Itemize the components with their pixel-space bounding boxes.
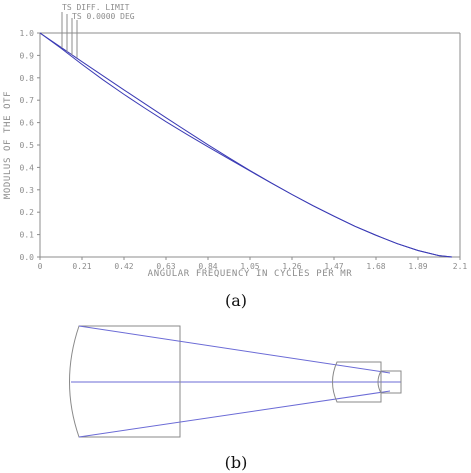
x-tick-label: 1.47 bbox=[324, 262, 343, 271]
x-tick-label: 0.63 bbox=[156, 262, 175, 271]
x-tick-label: 1.26 bbox=[282, 262, 301, 271]
series-line-0-deg bbox=[39, 32, 453, 258]
y-tick-label: 0.1 bbox=[20, 231, 35, 240]
marginal-ray-lower bbox=[78, 390, 391, 438]
optical-layout-diagram bbox=[69, 325, 402, 438]
secondary-lens bbox=[332, 361, 382, 403]
y-tick-label: 0.2 bbox=[20, 208, 35, 217]
x-ticks: 0 0.21 0.42 0.63 0.84 1.05 1.26 1.47 1.68 1.89 2.1 bbox=[38, 257, 468, 271]
y-tick-label: 1.0 bbox=[20, 29, 35, 38]
caption-a: (a) bbox=[225, 291, 247, 310]
series-line-diff-limit bbox=[39, 32, 453, 258]
y-ticks: 0.0 0.1 0.2 0.3 0.4 0.5 0.6 0.7 0.8 0.9 1.0 bbox=[20, 29, 40, 262]
y-tick-label: 0.9 bbox=[20, 51, 35, 60]
mtf-chart: 0.00.10.20.30.40.50.60.70.80.91.0 0 0.21 0… bbox=[3, 3, 467, 279]
legend-entry-2: TS 0.0000 DEG bbox=[72, 12, 135, 21]
x-tick-label: 1.68 bbox=[366, 262, 385, 271]
final-element bbox=[377, 370, 402, 394]
x-tick-label: 1.05 bbox=[240, 262, 259, 271]
y-tick-label: 0.0 bbox=[20, 253, 35, 262]
x-axis-title: ANGULAR FREQUENCY IN CYCLES PER MR bbox=[148, 269, 353, 279]
x-tick-label: 2.1 bbox=[453, 262, 468, 271]
legend: TS DIFF. LIMIT TS 0.0000 DEG bbox=[61, 3, 135, 58]
marginal-ray-upper bbox=[78, 325, 391, 374]
x-tick-label: 0.21 bbox=[72, 262, 91, 271]
y-tick-label: 0.5 bbox=[20, 141, 35, 150]
x-tick-label: 1.89 bbox=[408, 262, 427, 271]
y-tick-label: 0.4 bbox=[20, 163, 35, 172]
x-tick-label: 0 bbox=[38, 262, 43, 271]
x-tick-label: 0.42 bbox=[114, 262, 133, 271]
y-tick-label: 0.6 bbox=[20, 119, 35, 128]
legend-entry-1: TS DIFF. LIMIT bbox=[62, 3, 130, 12]
y-tick-label: 0.8 bbox=[20, 74, 35, 83]
primary-lens bbox=[69, 325, 181, 438]
y-axis-title: MODULUS OF THE OTF bbox=[3, 91, 13, 199]
series-group bbox=[39, 32, 453, 258]
x-tick-label: 0.84 bbox=[198, 262, 217, 271]
caption-b: (b) bbox=[225, 453, 248, 472]
y-tick-label: 0.3 bbox=[20, 186, 35, 195]
y-tick-label: 0.7 bbox=[20, 96, 35, 105]
